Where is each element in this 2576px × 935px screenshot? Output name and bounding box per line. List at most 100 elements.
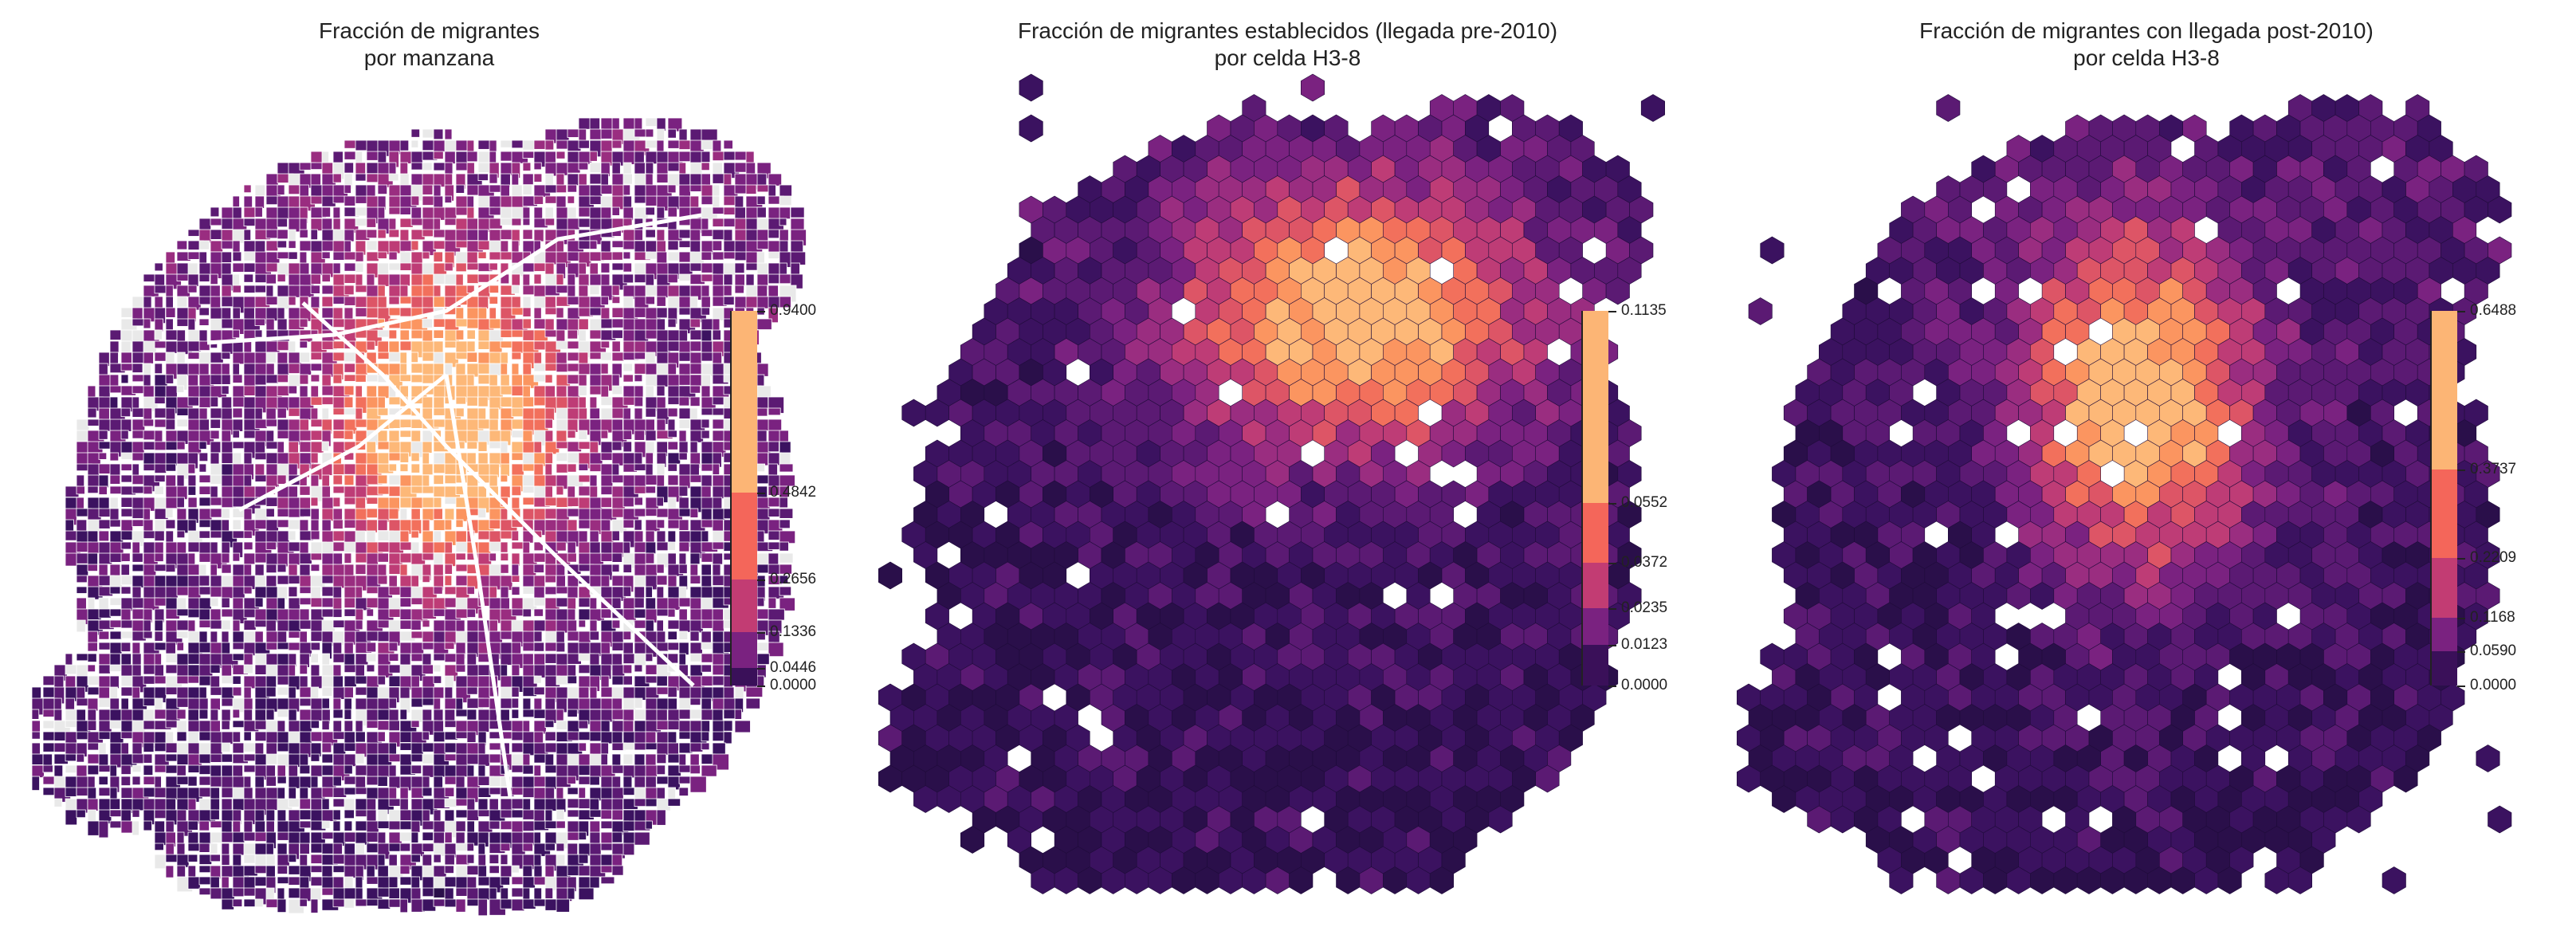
block-cell (544, 218, 556, 226)
block-cell (433, 854, 442, 863)
block-cell (578, 430, 588, 440)
block-cell (511, 352, 522, 360)
block-cell (745, 184, 757, 194)
block-cell (634, 697, 643, 709)
block-cell (388, 787, 397, 801)
block-cell (120, 709, 134, 722)
block-cell (132, 307, 143, 320)
block-cell (611, 139, 622, 149)
block-cell (410, 631, 424, 639)
block-cell (611, 798, 624, 812)
block-cell (98, 485, 108, 495)
block-cell (433, 552, 444, 566)
block-cell (355, 508, 367, 521)
block-cell (567, 128, 579, 138)
block-cell (277, 385, 289, 396)
block-cell (165, 318, 174, 331)
block-cell (689, 318, 701, 328)
block-cell (388, 273, 402, 286)
block-cell (433, 452, 447, 465)
block-cell (410, 195, 420, 206)
block-cell (87, 552, 98, 567)
block-cell (388, 508, 399, 520)
block-cell (645, 552, 655, 564)
block-cell (243, 552, 256, 565)
block-cell (410, 887, 422, 900)
block-cell (578, 162, 589, 171)
block-cell (678, 441, 689, 454)
block-cell (500, 709, 510, 721)
block-cell (310, 229, 318, 241)
block-cell (355, 720, 363, 733)
block-cell (578, 519, 591, 529)
block-cell (678, 396, 690, 407)
block-cell (31, 764, 45, 778)
block-cell (143, 742, 155, 752)
block-cell (332, 776, 342, 787)
block-cell (321, 787, 336, 798)
block-cell (622, 586, 632, 597)
block-cell (332, 843, 343, 855)
colorbar-tick-label: 0.1336 (770, 623, 817, 641)
block-cell (98, 385, 111, 399)
block-cell (299, 619, 312, 630)
block-cell (589, 162, 601, 174)
colorbar-tick-label: 0.0446 (770, 658, 817, 676)
block-cell (622, 430, 633, 440)
block-cell (377, 541, 391, 553)
block-cell (522, 162, 532, 171)
block-cell (544, 720, 555, 729)
block-cell (589, 530, 599, 544)
block-cell (477, 441, 488, 452)
block-cell (712, 273, 724, 288)
block-cell (221, 898, 234, 910)
block-cell (310, 552, 323, 561)
block-cell (768, 173, 782, 187)
block-cell (455, 184, 465, 194)
block-cell (355, 798, 369, 811)
block-cell (611, 831, 623, 843)
block-cell (712, 251, 724, 261)
block-cell (511, 218, 522, 226)
block-cell (377, 474, 388, 485)
block-cell (701, 731, 710, 742)
block-cell (176, 720, 187, 734)
block-cell (556, 642, 566, 653)
block-cell (154, 843, 164, 851)
block-cell (477, 307, 488, 320)
block-cell (165, 418, 176, 430)
block-cell (489, 195, 502, 209)
block-cell (98, 764, 112, 772)
block-cell (622, 664, 633, 674)
block-cell (444, 709, 456, 721)
block-cell (165, 519, 176, 529)
block-cell (600, 497, 612, 509)
block-cell (98, 497, 110, 511)
block-cell (210, 776, 222, 788)
block-cell (444, 653, 457, 663)
block-cell (399, 753, 412, 767)
block-cell (344, 497, 356, 505)
block-cell (622, 184, 631, 196)
block-cell (277, 218, 288, 228)
block-cell (120, 776, 132, 786)
block-cell (332, 898, 346, 908)
block-cell (388, 776, 402, 789)
block-cell (634, 776, 646, 788)
block-cell (466, 229, 479, 242)
block-cell (600, 407, 614, 421)
block-cell (634, 374, 643, 383)
block-cell (165, 463, 177, 472)
block-cell (288, 664, 296, 678)
block-cell (611, 552, 622, 563)
block-cell (489, 173, 498, 184)
block-cell (477, 887, 490, 901)
block-cell (210, 418, 222, 429)
block-cell (277, 407, 287, 419)
block-cell (645, 430, 657, 442)
block-cell (433, 474, 444, 485)
block-cell (622, 296, 634, 309)
block-cell (645, 463, 654, 477)
block-cell (701, 720, 710, 734)
block-cell (210, 396, 219, 407)
